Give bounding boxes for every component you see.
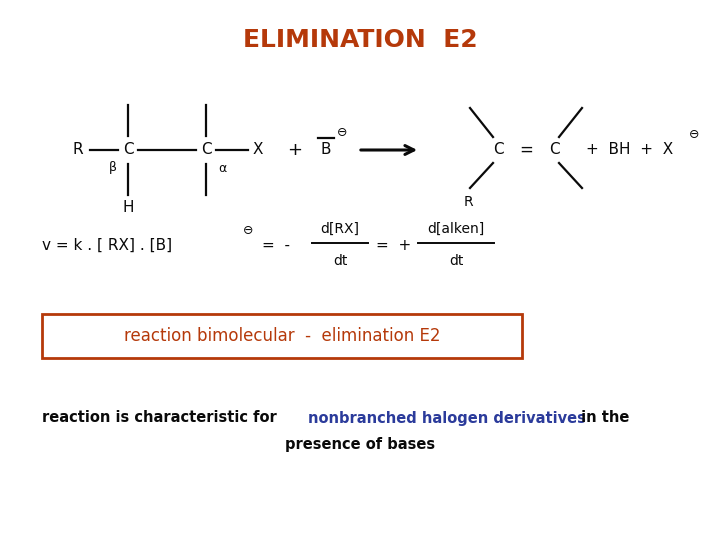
Text: presence of bases: presence of bases	[285, 436, 435, 451]
Text: v = k . [ RX] . [B]: v = k . [ RX] . [B]	[42, 238, 172, 253]
Text: =  +: = +	[376, 238, 411, 253]
Text: α: α	[218, 161, 226, 174]
Bar	[42, 314, 522, 358]
Text: C: C	[549, 143, 559, 158]
Text: reaction bimolecular  -  elimination E2: reaction bimolecular - elimination E2	[124, 327, 440, 345]
Text: R: R	[73, 143, 84, 158]
Text: H: H	[122, 200, 134, 215]
Text: ⊖: ⊖	[337, 125, 347, 138]
Text: in the: in the	[576, 410, 629, 426]
Text: β: β	[109, 161, 117, 174]
Text: C: C	[122, 143, 133, 158]
Text: C: C	[492, 143, 503, 158]
Text: X: X	[253, 143, 264, 158]
Text: R: R	[463, 195, 473, 209]
Text: dt: dt	[333, 254, 347, 268]
Text: ⊖: ⊖	[243, 225, 253, 238]
Text: d[alken]: d[alken]	[428, 222, 485, 236]
Text: =  -: = -	[262, 238, 290, 253]
Text: ⊖: ⊖	[689, 127, 699, 140]
Text: =: =	[519, 141, 533, 159]
Text: nonbranched halogen derivatives: nonbranched halogen derivatives	[308, 410, 586, 426]
Text: reaction is characteristic for: reaction is characteristic for	[42, 410, 282, 426]
Text: B: B	[320, 143, 331, 158]
Text: ELIMINATION  E2: ELIMINATION E2	[243, 28, 477, 52]
Text: d[RX]: d[RX]	[320, 222, 359, 236]
Text: +  BH  +  X: + BH + X	[586, 143, 673, 158]
Text: dt: dt	[449, 254, 463, 268]
Text: C: C	[201, 143, 211, 158]
Text: +: +	[287, 141, 302, 159]
